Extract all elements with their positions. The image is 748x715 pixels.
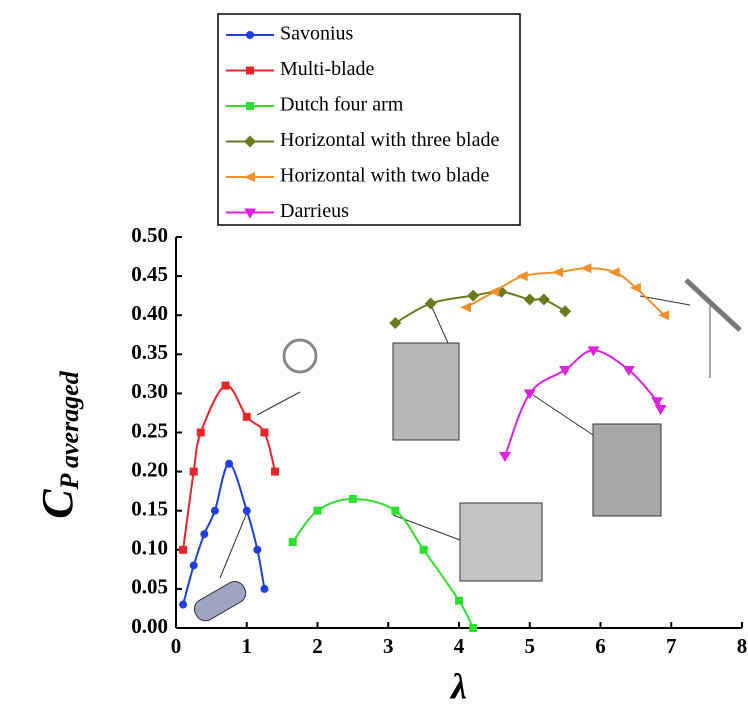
chart: 0.00 0.05 0.10 0.15 0.20 0.25 0.30 0.35 0.40 0.45… — [0, 0, 748, 715]
marker — [467, 290, 479, 302]
y-tick-label: 0.25 — [131, 418, 168, 442]
marker — [455, 597, 463, 605]
marker — [460, 302, 471, 312]
marker — [179, 601, 187, 609]
y-axis-label: CP averaged — [33, 370, 84, 519]
marker — [349, 495, 357, 503]
series-line — [183, 464, 264, 605]
x-axis-label: λ — [449, 666, 467, 706]
marker — [271, 468, 279, 476]
x-tick-label: 0 — [171, 634, 182, 658]
y-tick-label: 0.50 — [131, 223, 168, 247]
x-tick-label: 4 — [454, 634, 465, 658]
marker — [222, 382, 230, 390]
x-tick-label: 2 — [312, 634, 323, 658]
marker — [225, 460, 233, 468]
marker — [559, 305, 571, 317]
marker — [389, 317, 401, 329]
marker — [559, 366, 571, 376]
marker — [517, 271, 528, 281]
legend-label: Dutch four arm — [280, 94, 404, 116]
legend-box — [218, 14, 520, 225]
legend-label: Horizontal with two blade — [280, 165, 490, 187]
x-tick-label: 6 — [595, 634, 606, 658]
marker — [243, 507, 251, 515]
marker — [655, 405, 667, 415]
y-tick-label: 0.15 — [131, 497, 168, 521]
x-tick-label: 1 — [242, 634, 253, 658]
marker — [552, 267, 563, 277]
marker — [538, 294, 550, 306]
pictures — [191, 280, 740, 624]
x-tick-label: 7 — [666, 634, 677, 658]
y-tick-label: 0.10 — [131, 536, 168, 560]
series-line — [293, 499, 473, 628]
marker — [499, 452, 511, 462]
series-line — [395, 292, 565, 323]
marker — [314, 507, 322, 515]
marker — [260, 585, 268, 593]
x-tick-label: 3 — [383, 634, 394, 658]
marker — [190, 468, 198, 476]
x-tick-label: 5 — [525, 634, 536, 658]
marker — [420, 546, 428, 554]
marker — [260, 429, 268, 437]
marker — [246, 67, 254, 75]
marker — [609, 267, 620, 277]
marker — [243, 413, 251, 421]
marker — [253, 546, 261, 554]
y-tick-label: 0.20 — [131, 457, 168, 481]
marker — [469, 624, 477, 632]
y-tick-label: 0.30 — [131, 379, 168, 403]
y-tick-label: 0.00 — [131, 614, 168, 638]
y-tick-label: 0.40 — [131, 301, 168, 325]
y-axis-label-sub: P averaged — [55, 370, 84, 490]
legend-label: Darrieus — [280, 200, 349, 222]
legend-label: Multi-blade — [280, 58, 375, 80]
y-tick-label: 0.35 — [131, 340, 168, 364]
marker — [179, 546, 187, 554]
marker — [246, 31, 254, 39]
marker — [246, 102, 254, 110]
y-axis-label-main: C — [33, 489, 82, 519]
legend-label: Savonius — [280, 23, 354, 45]
marker — [391, 507, 399, 515]
marker — [524, 294, 536, 306]
marker — [190, 561, 198, 569]
marker — [425, 297, 437, 309]
marker — [200, 530, 208, 538]
legend-label: Horizontal with three blade — [280, 129, 499, 151]
marker — [524, 389, 536, 399]
y-tick-label: 0.05 — [131, 575, 168, 599]
marker — [289, 538, 297, 546]
marker — [211, 507, 219, 515]
marker — [580, 263, 591, 273]
y-tick-label: 0.45 — [131, 262, 168, 286]
marker — [197, 429, 205, 437]
x-tick-label: 8 — [737, 634, 748, 658]
